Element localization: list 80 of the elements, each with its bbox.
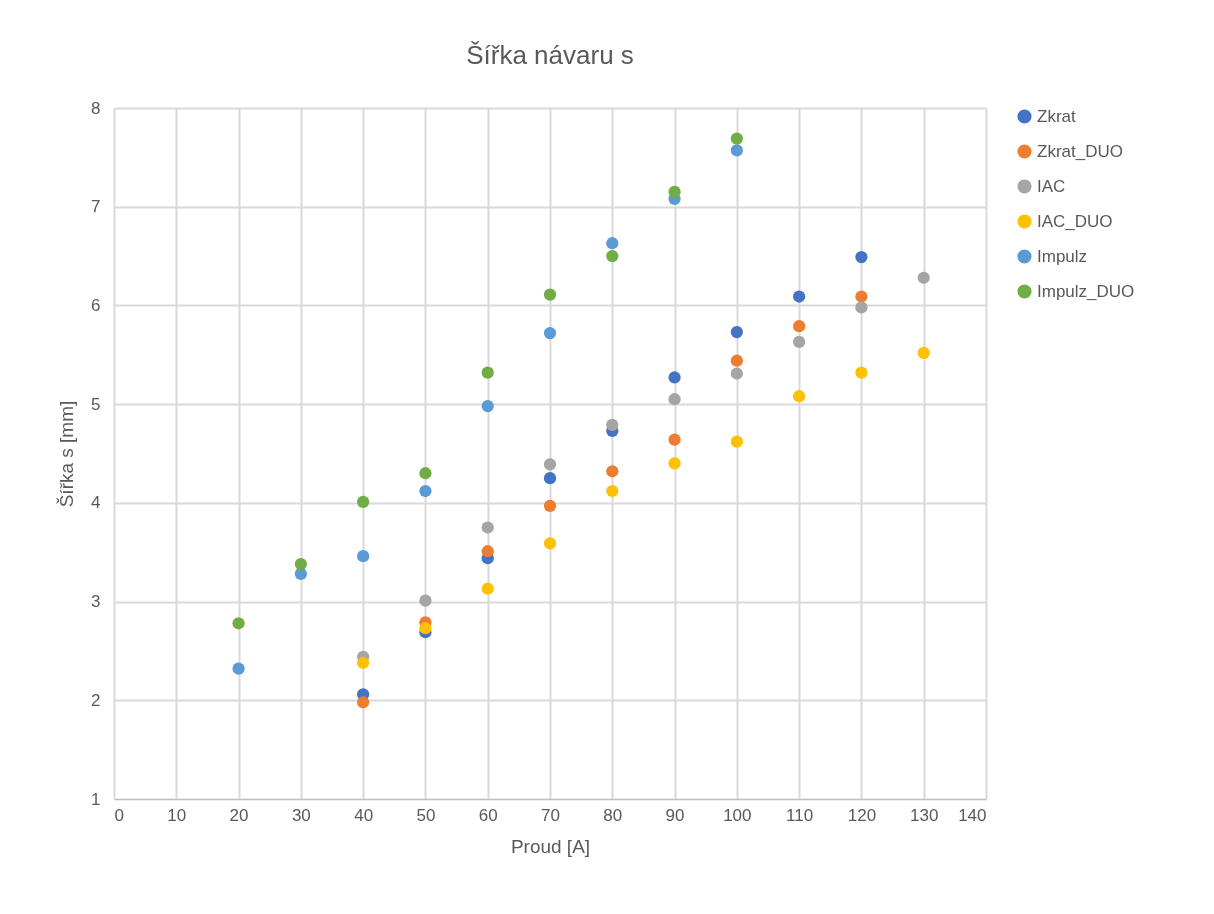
x-tick-label: 20 bbox=[229, 805, 249, 825]
x-tick-label: 60 bbox=[478, 805, 498, 825]
x-tick-label: 110 bbox=[786, 805, 814, 825]
point bbox=[357, 696, 370, 709]
point bbox=[357, 495, 370, 508]
x-tick-label: 90 bbox=[665, 805, 685, 825]
point bbox=[793, 335, 806, 349]
point bbox=[294, 557, 307, 571]
point bbox=[855, 290, 868, 303]
point bbox=[668, 371, 681, 384]
x-tick-label: 0 bbox=[114, 805, 124, 825]
point bbox=[855, 301, 868, 314]
y-tick-label: 5 bbox=[91, 394, 101, 414]
point bbox=[793, 390, 806, 403]
point bbox=[917, 271, 930, 284]
legend-label: IAC_DUO bbox=[1037, 211, 1113, 231]
point bbox=[481, 582, 494, 595]
point bbox=[419, 622, 432, 635]
point bbox=[543, 537, 557, 550]
x-tick-label: 80 bbox=[603, 805, 623, 825]
x-tick-label: 100 bbox=[723, 805, 752, 825]
x-tick-label: 70 bbox=[541, 805, 560, 825]
legend-label: IAC bbox=[1037, 176, 1066, 196]
point bbox=[730, 132, 743, 145]
y-tick-label: 6 bbox=[91, 295, 101, 315]
x-axis-title: Proud [A] bbox=[510, 835, 591, 857]
legend-label: Zkrat bbox=[1037, 106, 1076, 126]
legend-label: Impulz_DUO bbox=[1037, 281, 1135, 301]
y-tick-label: 8 bbox=[91, 98, 101, 118]
point bbox=[419, 467, 432, 480]
point bbox=[606, 418, 619, 431]
point bbox=[668, 393, 681, 406]
point bbox=[606, 237, 619, 250]
y-tick-label: 3 bbox=[91, 592, 101, 612]
point bbox=[855, 366, 868, 379]
x-tick-label: 10 bbox=[167, 805, 187, 825]
point bbox=[606, 249, 619, 263]
x-tick-label: 50 bbox=[416, 805, 436, 825]
y-tick-label: 4 bbox=[91, 493, 101, 513]
point bbox=[481, 366, 494, 379]
point bbox=[668, 457, 681, 470]
point bbox=[543, 499, 557, 512]
point bbox=[232, 662, 245, 675]
x-tick-label: 120 bbox=[847, 805, 877, 825]
point bbox=[668, 433, 681, 446]
point bbox=[730, 367, 743, 380]
point bbox=[730, 435, 743, 448]
legend-label: Impulz bbox=[1037, 246, 1088, 266]
x-tick-label: 40 bbox=[354, 805, 374, 825]
point bbox=[543, 472, 557, 485]
point bbox=[730, 354, 743, 367]
point bbox=[793, 320, 806, 333]
point bbox=[543, 458, 557, 471]
point bbox=[730, 144, 743, 157]
y-tick-label: 2 bbox=[91, 690, 101, 710]
legend-label: Zkrat_DUO bbox=[1037, 141, 1123, 161]
x-tick-label: 140 bbox=[958, 805, 987, 825]
point bbox=[793, 290, 806, 303]
point bbox=[606, 465, 619, 478]
point bbox=[232, 617, 245, 630]
point bbox=[481, 545, 494, 558]
point bbox=[419, 594, 432, 607]
point bbox=[855, 250, 868, 264]
point bbox=[606, 484, 619, 498]
x-tick-label: 30 bbox=[291, 805, 311, 825]
point bbox=[481, 400, 494, 413]
point bbox=[481, 521, 494, 534]
point bbox=[668, 185, 681, 199]
point bbox=[543, 326, 557, 340]
point bbox=[543, 288, 557, 301]
point bbox=[730, 325, 743, 339]
x-tick-label: 130 bbox=[910, 805, 939, 825]
point bbox=[419, 484, 432, 498]
y-tick-label: 1 bbox=[91, 789, 101, 809]
y-axis-title: Šířka s [mm] bbox=[56, 400, 78, 508]
point bbox=[357, 656, 370, 669]
point bbox=[917, 346, 930, 359]
point bbox=[357, 550, 370, 563]
chart-title: Šířka návaru s bbox=[466, 40, 634, 70]
y-tick-label: 7 bbox=[91, 197, 101, 217]
